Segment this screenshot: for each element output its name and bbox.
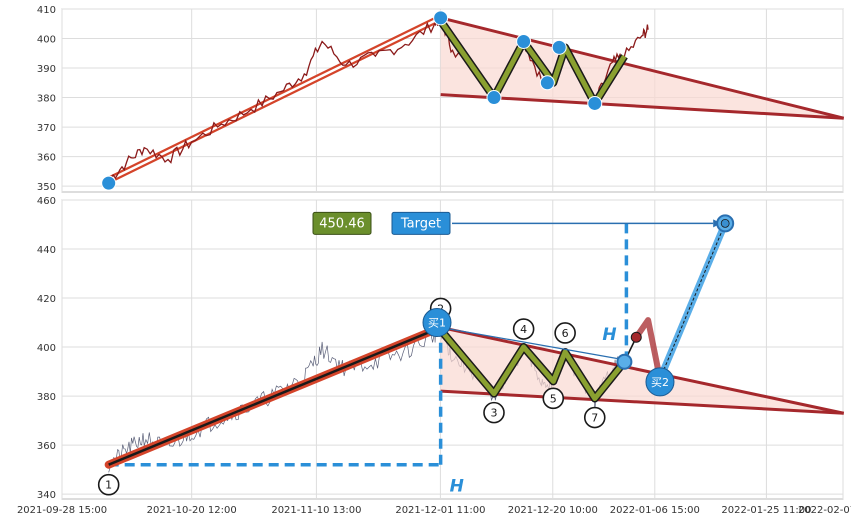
bottom-triangle-upper-line (440, 325, 845, 415)
x-tick-label: 2022-01-06 15:00 (610, 505, 700, 516)
point-marker-3 (483, 401, 505, 424)
top-pivot-point (486, 90, 502, 106)
target-label-box (391, 211, 451, 235)
buy1-label: 买1 (428, 317, 446, 330)
x-tick-label: 2021-12-20 10:00 (508, 505, 598, 516)
top-triangle-upper-line (440, 16, 845, 120)
height-label: H (450, 477, 464, 497)
buy1-point (616, 353, 633, 370)
bottom-zigzag-line (438, 328, 627, 401)
top-triangle-lower-line (440, 93, 844, 120)
top-y-tick-label: 410 (37, 5, 56, 16)
top-pivot-point (433, 10, 449, 26)
top-panel: 350 360 370 380 390 400 410 (37, 5, 845, 193)
top-y-tick-label: 390 (37, 64, 56, 75)
top-pivot-point (551, 39, 567, 55)
point-label-5: 5 (550, 392, 557, 405)
bottom-trend-line-inner (108, 326, 442, 466)
x-axis: 2021-09-28 15:00 2021-10-20 12:00 2021-11-… (17, 505, 851, 516)
target-label: Target (400, 216, 441, 231)
point-marker-4 (512, 318, 535, 340)
target-value-label: 450.46 (319, 216, 365, 231)
point-marker-7 (583, 406, 606, 429)
top-y-tick-label: 360 (37, 153, 56, 164)
buy1-arrow (446, 327, 619, 360)
point-label-1: 1 (105, 479, 112, 492)
top-pivot-point (587, 95, 603, 111)
top-y-tick-label: 350 (37, 182, 56, 193)
point-label-6: 6 (562, 327, 569, 340)
breakout-path (633, 317, 663, 380)
top-y-tick-label: 370 (37, 123, 56, 134)
point-label-4: 4 (520, 323, 527, 336)
breakout-point (630, 331, 642, 343)
top-pivot-point (101, 175, 117, 191)
x-tick-label: 2021-12-01 11:00 (395, 505, 485, 516)
x-tick-label: 2021-10-20 12:00 (147, 505, 237, 516)
bottom-triangle-lower-line (440, 389, 844, 415)
point-marker-1 (97, 473, 120, 496)
buy1-badge (422, 308, 452, 338)
buy2-label: 买2 (651, 376, 669, 389)
x-tick-label: 2022-01-25 11:00 (721, 505, 811, 516)
buy2-badge (645, 367, 675, 397)
top-y-tick-label: 400 (37, 35, 56, 46)
point-marker-5 (542, 387, 565, 410)
bottom-y-tick-label: 360 (37, 441, 56, 452)
bottom-y-tick-label: 340 (37, 490, 56, 501)
x-tick-label: 2021-09-28 15:00 (17, 505, 107, 516)
bottom-y-tick-label: 420 (37, 294, 56, 305)
bottom-panel: 340360380400420440460450.46TargetHH12345… (37, 196, 845, 501)
point-label-3: 3 (490, 407, 497, 420)
height-label-target: H (602, 325, 616, 345)
top-pivot-point (516, 33, 532, 49)
top-trend-line-inner (108, 16, 442, 182)
bottom-y-tick-label: 440 (37, 245, 56, 256)
target-value-box (312, 211, 372, 235)
bottom-y-tick-label: 400 (37, 343, 56, 354)
point-marker-6 (554, 322, 576, 344)
point-label-7: 7 (591, 412, 598, 425)
x-tick-label: 2022-02-07 09:00 (798, 505, 851, 516)
top-y-tick-label: 380 (37, 94, 56, 105)
target-point-inner (720, 218, 730, 228)
top-pivot-point (539, 75, 555, 91)
bottom-y-tick-label: 460 (37, 196, 56, 207)
target-projection-dash (659, 223, 726, 380)
x-tick-label: 2021-11-10 13:00 (271, 505, 361, 516)
bottom-y-tick-label: 380 (37, 392, 56, 403)
